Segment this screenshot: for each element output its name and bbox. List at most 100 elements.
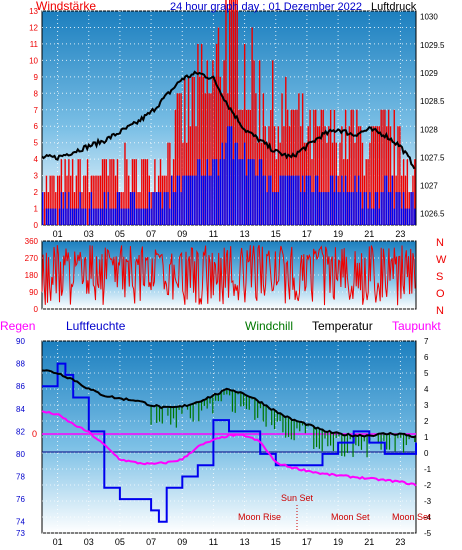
wind-gust-bar	[47, 192, 50, 225]
wind-gust-bar	[367, 159, 369, 225]
wind-average-bar	[339, 192, 341, 225]
x-tick-label: 07	[146, 229, 156, 239]
chart-title: 24 hour graph day : 01 Dezember 2022	[170, 1, 362, 13]
x-tick-label: 23	[395, 537, 405, 547]
wind-average-bar	[272, 192, 274, 225]
wind-average-bar	[238, 159, 240, 225]
wind-gust-bar	[193, 76, 195, 225]
wind-gust-bar	[294, 109, 296, 225]
wind-average-bar	[369, 192, 371, 225]
wind-average-bar	[374, 192, 377, 225]
wind-gust-bar	[51, 175, 53, 225]
wind-gust-bar	[105, 159, 107, 225]
wind-average-bar	[193, 175, 195, 225]
wind-average-bar	[212, 159, 214, 225]
wind-gust-bar	[397, 126, 399, 225]
wind-average-bar	[335, 175, 337, 225]
wind-gust-bar	[85, 175, 87, 225]
wind-average-bar	[187, 175, 190, 225]
wind-average-bar	[298, 175, 300, 225]
wind-average-bar	[146, 208, 149, 225]
wind-average-bar	[161, 208, 164, 225]
wind-gust-bar	[266, 142, 268, 225]
wind-gust-bar	[225, 0, 227, 225]
wind-average-bar	[275, 192, 278, 225]
wind-gust-bar	[124, 142, 126, 225]
wind-gust-bar	[406, 159, 409, 225]
wind-average-bar	[58, 208, 61, 225]
x-tick-label: 09	[177, 229, 187, 239]
pressure-label: Luftdruck	[371, 1, 417, 13]
wind-average-bar	[316, 175, 319, 225]
wind-average-bar	[242, 159, 244, 225]
wind-gust-bar	[56, 175, 59, 225]
wind-gust-bar	[253, 60, 255, 226]
wind-gust-bar	[114, 175, 117, 225]
x-tick-label: 15	[271, 229, 281, 239]
wind-average-bar	[354, 175, 356, 225]
wind-gust-bar	[387, 109, 390, 225]
wind-gust-bar	[66, 175, 68, 225]
wind-average-bar	[165, 192, 167, 225]
wind-average-bar	[393, 208, 395, 225]
x-tick-label: 03	[84, 537, 94, 547]
wind-average-bar	[344, 175, 347, 225]
x-tick-label: 21	[364, 229, 374, 239]
wind-average-bar	[184, 175, 186, 225]
wind-average-bar	[395, 192, 397, 225]
wind-gust-bar	[169, 142, 171, 225]
wind-average-bar	[42, 192, 44, 225]
wind-average-bar	[258, 159, 261, 225]
y-tick-label-wind: 6	[34, 122, 39, 131]
wind-gust-bar	[223, 60, 225, 226]
wind-average-bar	[387, 192, 390, 225]
wind-gust-bar	[298, 93, 300, 225]
wind-average-bar	[139, 208, 141, 225]
wind-average-bar	[414, 208, 416, 225]
wind-average-bar	[412, 192, 414, 225]
wind-average-bar	[255, 175, 257, 225]
y-tick-label-humidity: 73	[16, 529, 25, 538]
wind-average-bar	[204, 175, 207, 225]
wind-gust-bar	[86, 159, 89, 225]
wind-gust-bar	[371, 126, 373, 225]
wind-gust-bar	[137, 192, 139, 225]
wind-average-bar	[152, 192, 154, 225]
wind-average-bar	[116, 192, 119, 225]
wind-gust-bar	[301, 93, 304, 225]
wind-average-bar	[215, 159, 218, 225]
wind-average-bar	[96, 208, 98, 225]
wind-average-bar	[189, 175, 192, 225]
wind-average-bar	[120, 208, 122, 225]
wind-average-bar	[191, 175, 193, 225]
wind-gust-bar	[243, 43, 246, 225]
wind-gust-bar	[212, 60, 214, 226]
wind-average-bar	[55, 208, 57, 225]
wind-average-bar	[251, 159, 253, 225]
wind-gust-bar	[81, 192, 83, 225]
wind-gust-bar	[315, 109, 317, 225]
wind-average-bar	[62, 208, 64, 225]
wind-average-bar	[384, 175, 386, 225]
wind-gust-bar	[191, 76, 193, 225]
x-tick-label: 13	[240, 229, 250, 239]
wind-average-bar	[148, 192, 150, 225]
compass-label: O	[436, 288, 445, 300]
wind-gust-bar	[273, 126, 276, 225]
wind-average-bar	[270, 175, 272, 225]
wind-average-bar	[90, 192, 93, 225]
wind-average-bar	[99, 208, 102, 225]
wind-gust-bar	[251, 27, 253, 226]
wind-average-bar	[225, 142, 227, 225]
y-tick-label-humidity: 76	[16, 495, 25, 504]
wind-gust-bar	[126, 159, 128, 225]
wind-gust-bar	[380, 109, 382, 225]
wind-gust-bar	[290, 109, 293, 225]
wind-average-bar	[273, 192, 276, 225]
y-tick-label-temperature: 0	[424, 449, 429, 458]
wind-gust-bar	[258, 60, 261, 226]
wind-average-bar	[313, 192, 315, 225]
wind-gust-bar	[401, 175, 403, 225]
wind-gust-bar	[200, 43, 203, 225]
wind-gust-bar	[234, 0, 237, 225]
